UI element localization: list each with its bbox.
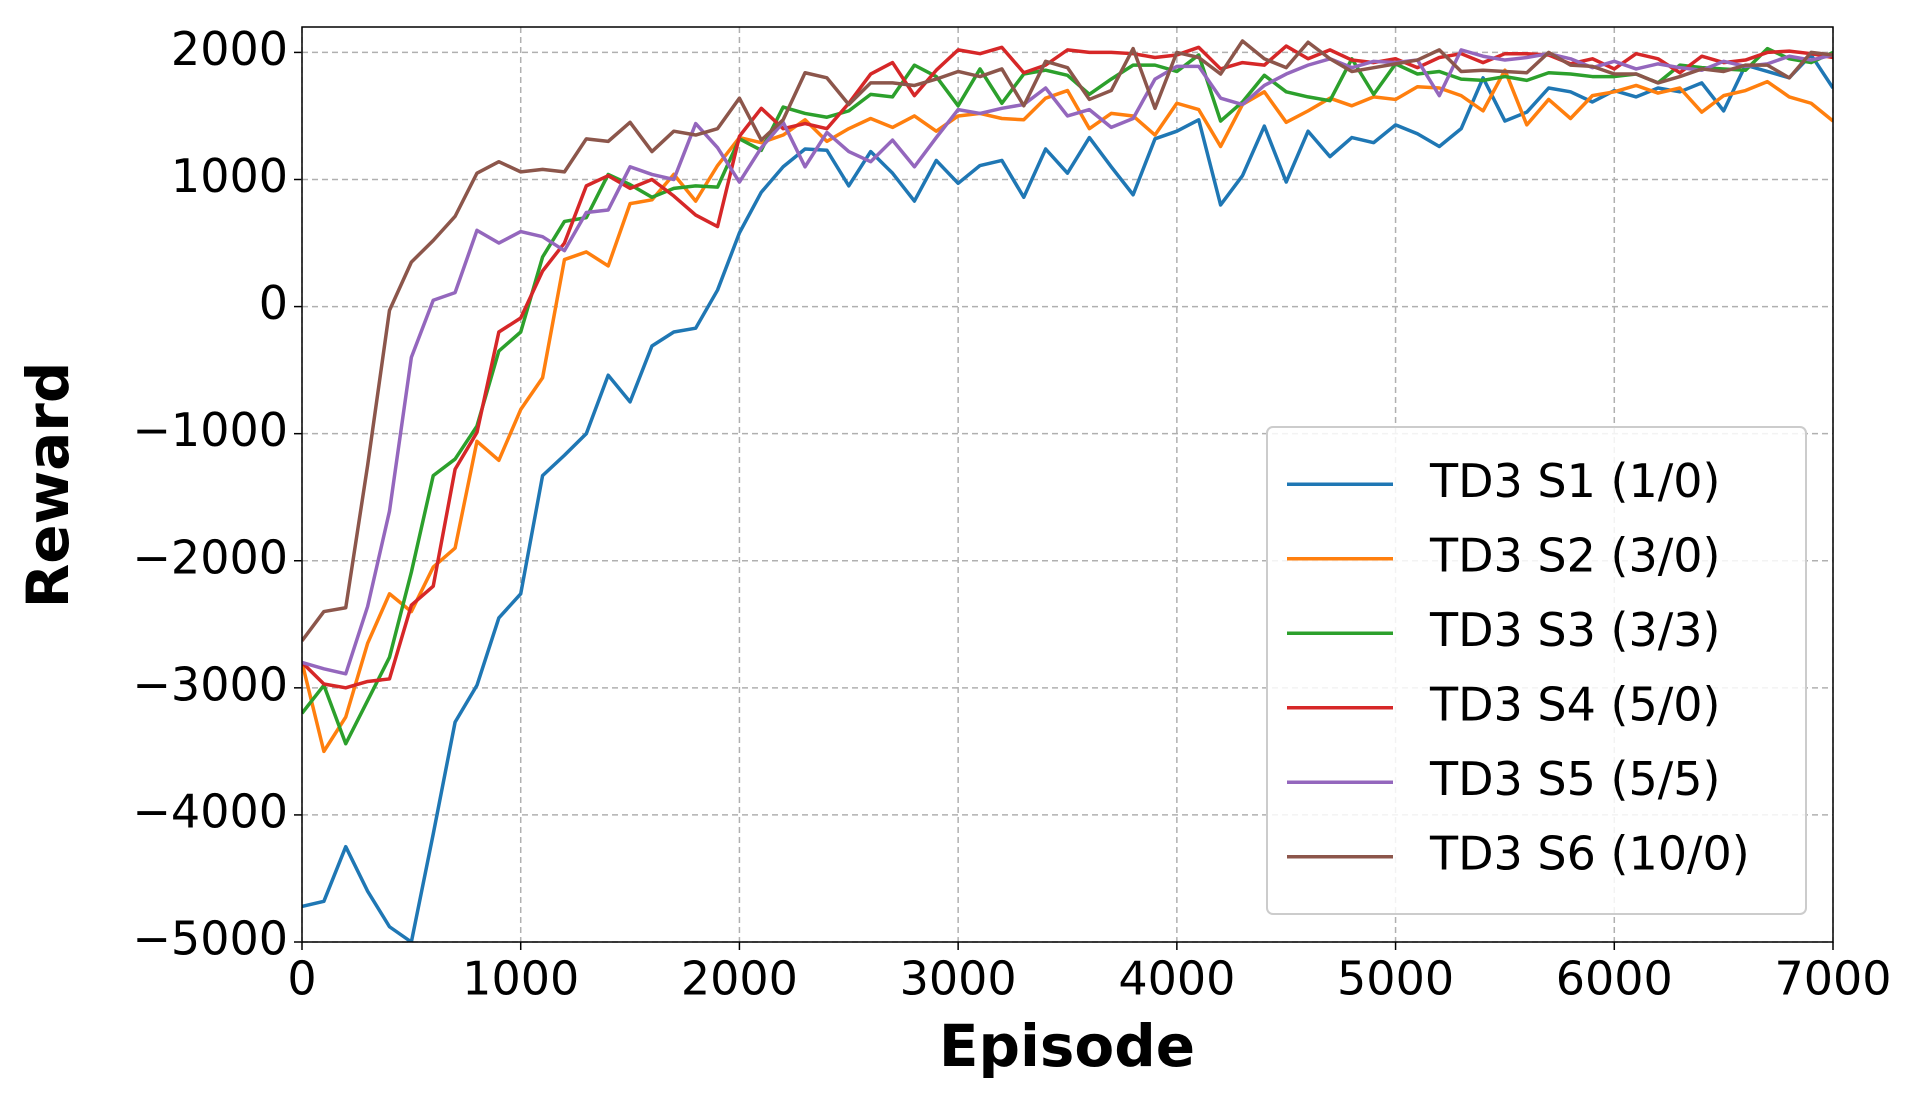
y-tick-label: −3000 bbox=[132, 657, 288, 711]
series-line bbox=[302, 53, 1833, 942]
x-tick-label: 0 bbox=[287, 952, 316, 1006]
y-axis-label: Reward bbox=[14, 362, 82, 609]
x-tick-label: 2000 bbox=[681, 952, 798, 1006]
x-tick-label: 1000 bbox=[462, 952, 579, 1006]
x-axis-label: Episode bbox=[939, 1012, 1195, 1080]
y-tick-label: −1000 bbox=[132, 403, 288, 457]
legend-box bbox=[1266, 426, 1807, 915]
y-tick-label: 2000 bbox=[171, 22, 288, 76]
legend-label: TD3 S6 (10/0) bbox=[1429, 826, 1750, 880]
x-tick-label: 7000 bbox=[1774, 952, 1891, 1006]
x-tick-label: 5000 bbox=[1337, 952, 1454, 1006]
legend-label: TD3 S5 (5/5) bbox=[1429, 752, 1720, 806]
y-tick-label: −5000 bbox=[132, 912, 288, 966]
series-line bbox=[302, 39, 1833, 642]
y-tick-label: −2000 bbox=[132, 530, 288, 584]
series-line bbox=[302, 68, 1833, 754]
legend-label: TD3 S3 (3/3) bbox=[1429, 603, 1720, 657]
y-tick-label: 1000 bbox=[171, 149, 288, 203]
y-tick-label: −4000 bbox=[132, 784, 288, 838]
legend: TD3 S1 (1/0) TD3 S2 (3/0) TD3 S3 (3/3) TD3 … bbox=[1266, 426, 1807, 915]
legend-label: TD3 S4 (5/0) bbox=[1429, 677, 1720, 731]
x-tick-label: 3000 bbox=[900, 952, 1017, 1006]
x-tick-label: 6000 bbox=[1556, 952, 1673, 1006]
plot-frame bbox=[301, 26, 1834, 943]
series-line bbox=[302, 48, 1833, 676]
legend-label: TD3 S2 (3/0) bbox=[1429, 528, 1720, 582]
series-line bbox=[302, 46, 1833, 746]
y-tick-label: 0 bbox=[259, 276, 288, 330]
legend-label: TD3 S1 (1/0) bbox=[1429, 454, 1720, 508]
x-tick-label: 4000 bbox=[1118, 952, 1235, 1006]
